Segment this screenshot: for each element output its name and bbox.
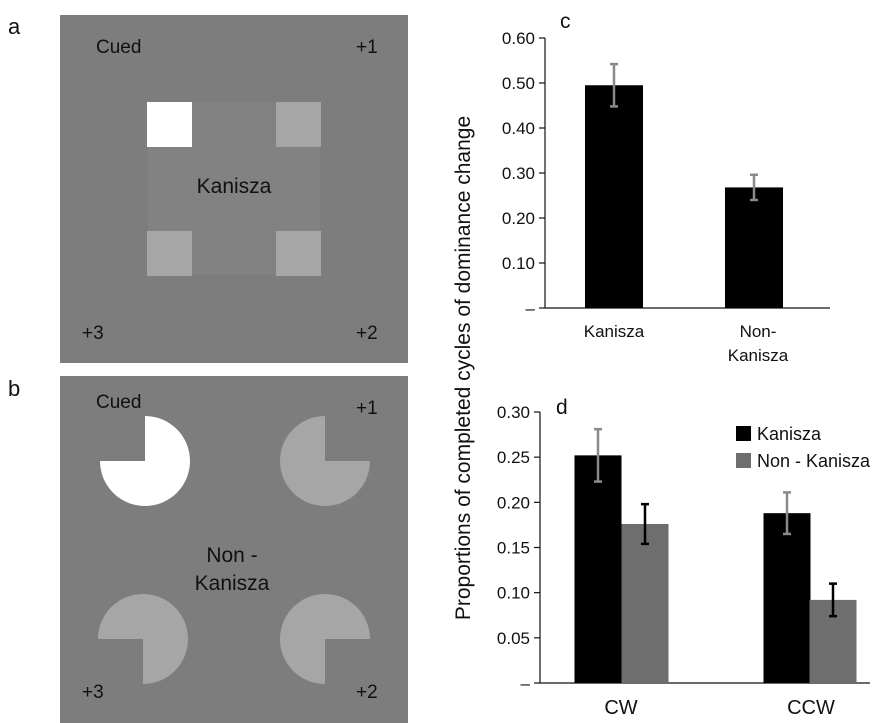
chart-c-x-tick-label: Non-	[740, 322, 777, 341]
inducer-top-right	[276, 102, 321, 147]
position-plus3-label: +3	[82, 323, 104, 344]
inducer-bottom-right	[280, 594, 370, 684]
y-axis-label: Proportions of completed cycles of domin…	[452, 115, 475, 621]
chart-d-legend-swatch-2	[736, 453, 751, 468]
position-plus2-label: +2	[356, 323, 378, 344]
chart-d-legend-label-2: Non - Kanisza	[757, 451, 871, 471]
cued-label: Cued	[96, 392, 142, 413]
chart-d-x-tick-label: CW	[604, 697, 637, 719]
non-kanisza-stimulus-panel: Cued +1 +2 +3 Non - Kanisza	[60, 376, 408, 723]
panel-label-b: b	[8, 376, 21, 401]
chart-d-panel-label: d	[556, 396, 568, 419]
chart-c-x-tick-label: Kanisza	[728, 346, 789, 365]
chart-d-x-tick-label: CCW	[787, 697, 835, 719]
cued-inducer-top-left	[100, 416, 190, 506]
inducer-bottom-left	[98, 594, 188, 684]
inducer-bottom-left	[147, 231, 192, 276]
chart-c-y-tick-label: 0.50	[502, 74, 535, 93]
position-plus3-label: +3	[82, 682, 104, 703]
chart-d-y-tick-label: 0.20	[497, 493, 530, 512]
non-kanisza-center-label-line2: Kanisza	[194, 572, 270, 595]
chart-c-x-tick-label: Kanisza	[584, 322, 645, 341]
chart-d-bar-kanisza-cw	[574, 455, 622, 683]
cued-inducer-top-left	[147, 102, 192, 147]
chart-d-y-tick-label: 0.15	[497, 539, 530, 558]
chart-d-legend-label-1: Kanisza	[757, 424, 822, 444]
cued-label: Cued	[96, 37, 142, 58]
chart-d-y-tick-label: –	[521, 674, 531, 693]
chart-d-y-tick-label: 0.30	[497, 403, 530, 422]
kanisza-stimulus-panel: Cued +1 +2 +3 Kanisza	[60, 15, 408, 363]
position-plus1-label: +1	[356, 37, 378, 58]
kanisza-center-label: Kanisza	[196, 175, 272, 198]
inducer-bottom-right	[276, 231, 321, 276]
inducer-top-right	[280, 416, 370, 506]
panel-label-a: a	[8, 14, 21, 39]
chart-c-y-tick-label: 0.20	[502, 209, 535, 228]
chart-c-y-tick-label: 0.30	[502, 164, 535, 183]
chart-d-bar-non-kanisza-cw	[621, 524, 669, 683]
chart-c-bar-2	[725, 187, 783, 308]
chart-c-panel-label: c	[560, 10, 571, 33]
non-kanisza-center-label-line1: Non -	[206, 544, 258, 567]
chart-d-y-tick-label: 0.25	[497, 448, 530, 467]
chart-c-bar-1	[585, 85, 643, 308]
chart-c-y-tick-label: –	[526, 299, 536, 318]
chart-d-y-tick-label: 0.10	[497, 584, 530, 603]
position-plus1-label: +1	[356, 398, 378, 419]
chart-c-y-tick-label: 0.60	[502, 29, 535, 48]
position-plus2-label: +2	[356, 682, 378, 703]
chart-d-bar-non-kanisza-ccw	[809, 599, 857, 683]
chart-c-y-tick-label: 0.40	[502, 119, 535, 138]
chart-d-legend-swatch-1	[736, 426, 751, 441]
chart-c-y-tick-label: 0.10	[502, 254, 535, 273]
chart-d-y-tick-label: 0.05	[497, 629, 530, 648]
chart-d-bar-kanisza-ccw	[763, 513, 811, 683]
